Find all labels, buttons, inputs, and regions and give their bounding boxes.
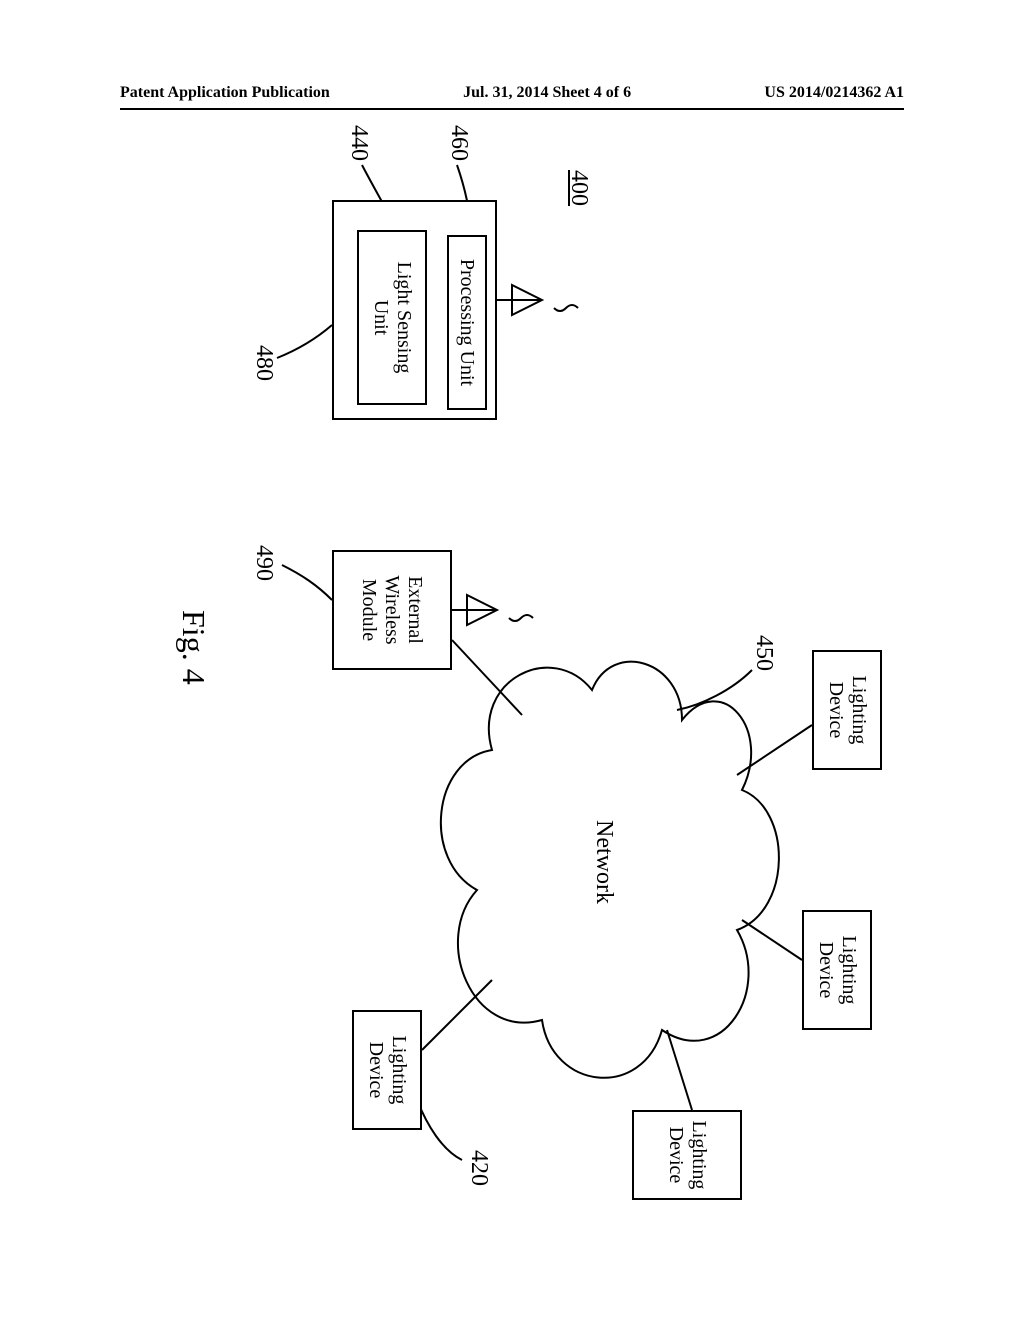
- ref-400: 400: [565, 170, 592, 206]
- light-sensing-box: Light Sensing Unit: [357, 230, 427, 405]
- processing-unit-box: Processing Unit: [447, 235, 487, 410]
- ref-490: 490: [250, 545, 277, 581]
- ref-440: 440: [345, 125, 372, 161]
- header-left: Patent Application Publication: [120, 84, 330, 102]
- lighting-device-3: Lighting Device: [632, 1110, 742, 1200]
- edge-net-ld2: [742, 920, 802, 960]
- figure-caption: Fig. 4: [175, 610, 212, 685]
- processing-unit-label: Processing Unit: [456, 259, 479, 386]
- lighting-device-2: Lighting Device: [802, 910, 872, 1030]
- antenna-external: [452, 595, 533, 625]
- leader-420: [417, 1100, 462, 1160]
- edge-net-ext: [452, 640, 522, 715]
- leader-490: [282, 565, 332, 600]
- header-center: Jul. 31, 2014 Sheet 4 of 6: [463, 84, 631, 102]
- antenna-sensor: [497, 285, 578, 315]
- lighting-device-4: Lighting Device: [352, 1010, 422, 1130]
- diagram-lines: [132, 110, 892, 1210]
- edge-net-ld3: [667, 1030, 692, 1110]
- ref-450: 450: [750, 635, 777, 671]
- edge-net-ld4: [422, 980, 492, 1050]
- header-right: US 2014/0214362 A1: [764, 84, 904, 102]
- network-label: Network: [590, 820, 617, 904]
- light-sensing-label: Light Sensing Unit: [369, 262, 415, 374]
- external-wireless-box: External Wireless Module: [332, 550, 452, 670]
- external-wireless-label: External Wireless Module: [358, 575, 427, 644]
- lighting-device-1: Lighting Device: [812, 650, 882, 770]
- ref-460: 460: [445, 125, 472, 161]
- ref-420: 420: [465, 1150, 492, 1186]
- ref-480: 480: [250, 345, 277, 381]
- leader-480: [277, 325, 332, 358]
- figure-4: Processing Unit Light Sensing Unit Exter…: [132, 110, 892, 1210]
